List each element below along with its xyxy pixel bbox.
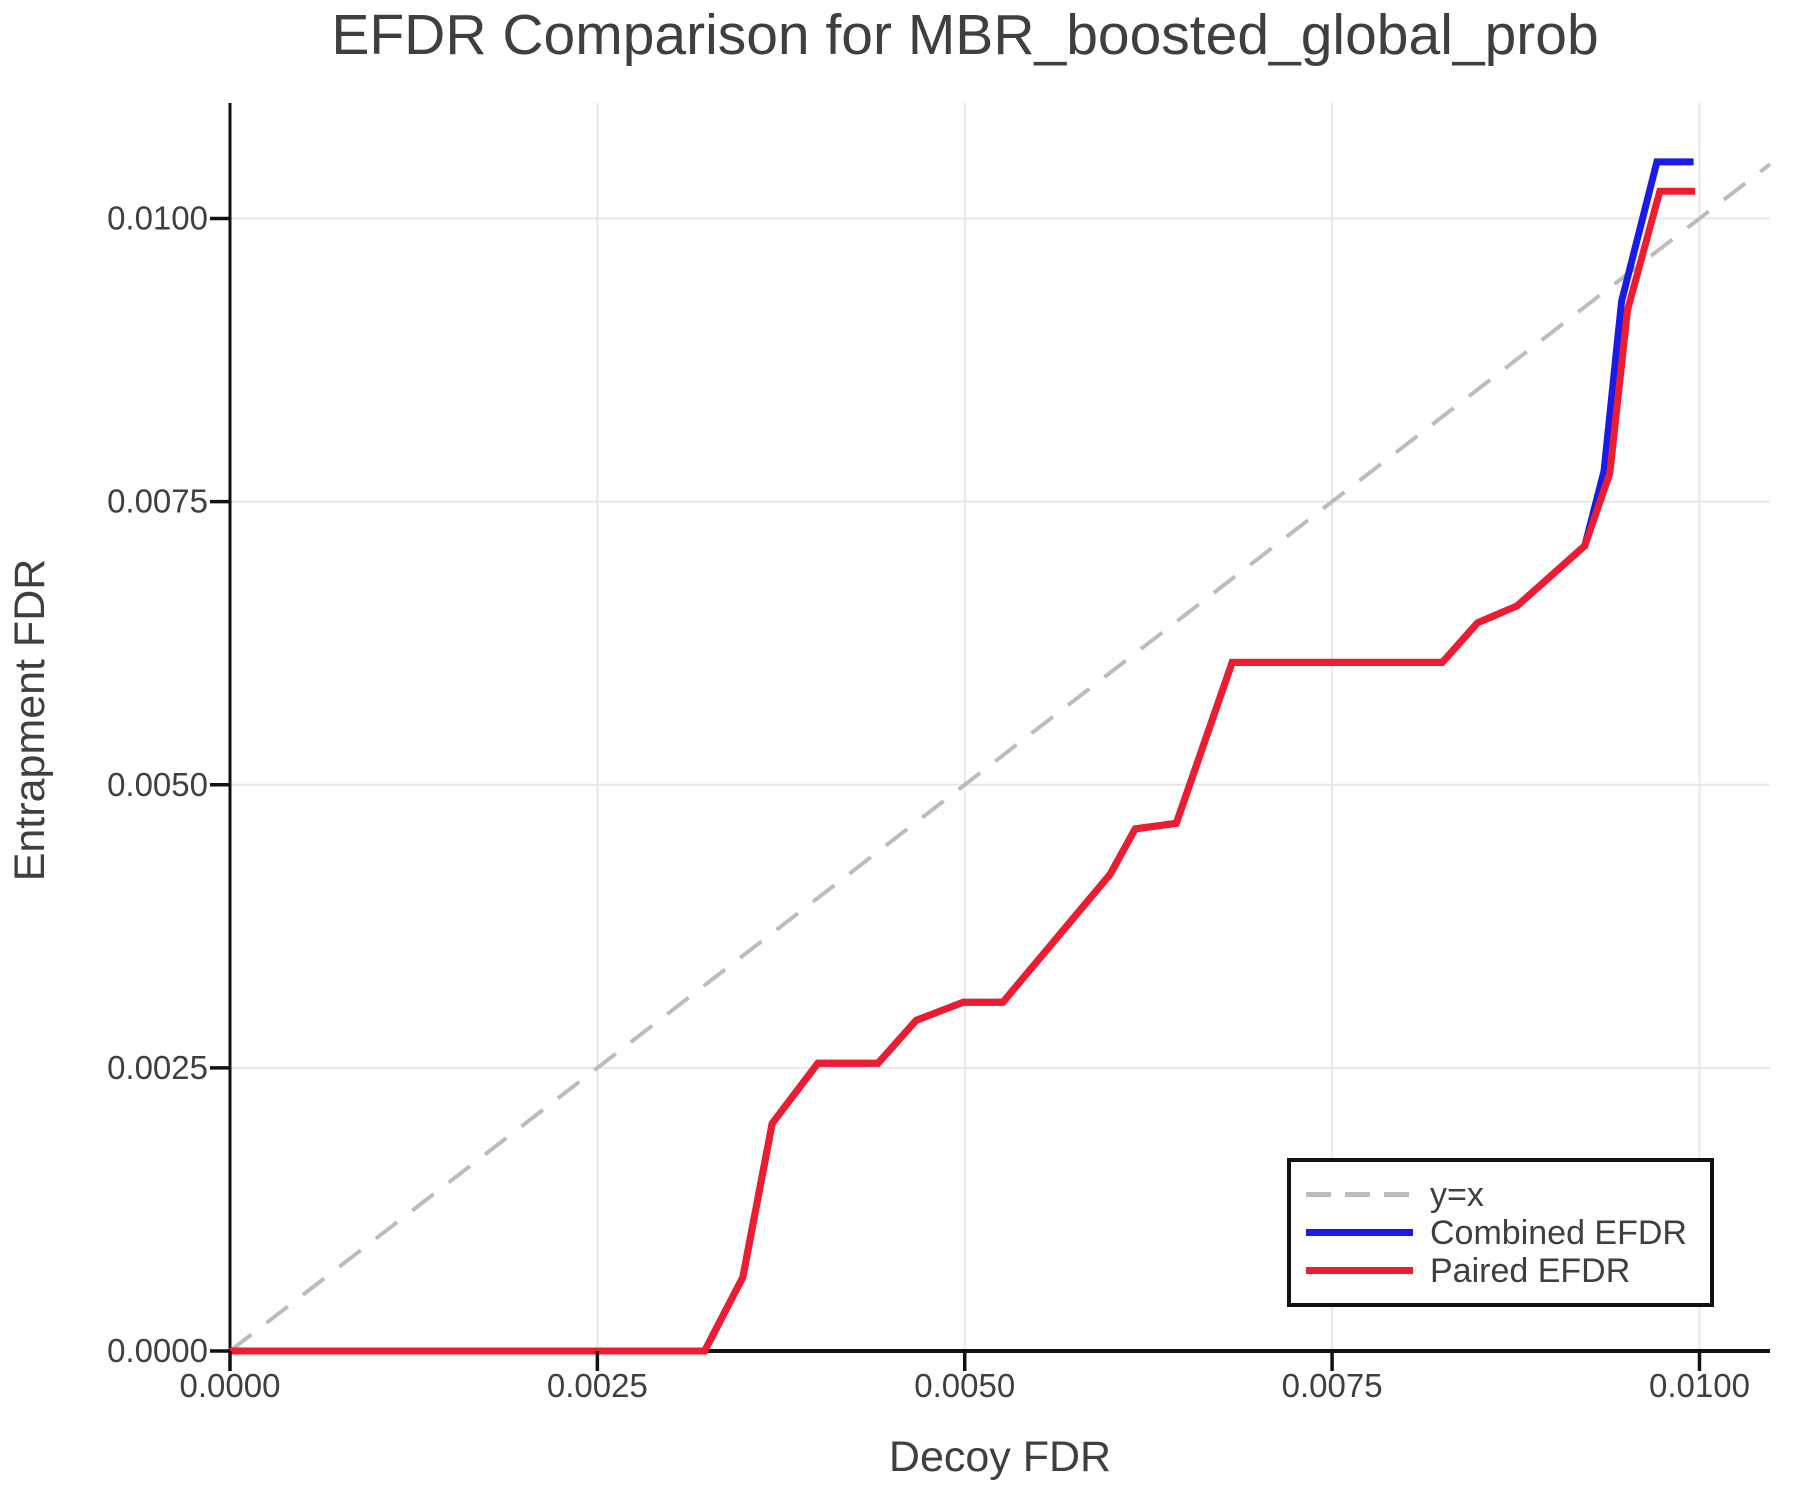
legend-label-paired-efdr: Paired EFDR	[1430, 1251, 1631, 1290]
x-tick-label: 0.0075	[1282, 1367, 1383, 1404]
legend-item-combined-efdr: Combined EFDR	[1306, 1214, 1710, 1252]
series-line-y-x	[228, 162, 1772, 1353]
chart-title: EFDR Comparison for MBR_boosted_global_p…	[331, 3, 1598, 67]
series-line-paired-efdr	[230, 187, 1696, 1355]
y-equals-x-line-sample	[1306, 1192, 1413, 1197]
x-axis-label: Decoy FDR	[889, 1433, 1111, 1481]
plot-series	[228, 158, 1772, 1355]
y-tick-label: 0.0075	[107, 483, 208, 520]
y-tick-label: 0.0000	[107, 1332, 208, 1369]
y-axis-label: Entrapment FDR	[6, 559, 54, 882]
x-tick-label: 0.0025	[547, 1367, 648, 1404]
legend-item-paired-efdr: Paired EFDR	[1306, 1252, 1710, 1290]
paired-efdr-line-sample	[1306, 1267, 1413, 1274]
x-tick-label: 0.0000	[180, 1367, 281, 1404]
axis-tick-marks	[210, 216, 1702, 1371]
y-tick-label: 0.0050	[107, 766, 208, 803]
y-tick-label: 0.0025	[107, 1049, 208, 1086]
axis-tick-labels: 0.0000 0.0025 0.0050 0.0075 0.0100 0.0000 0.00…	[107, 200, 1750, 1404]
x-tick-label: 0.0100	[1649, 1367, 1750, 1404]
legend-label-combined-efdr: Combined EFDR	[1430, 1213, 1687, 1252]
legend-item-y-equals-x: y=x	[1306, 1176, 1710, 1214]
x-tick-label: 0.0050	[914, 1367, 1015, 1404]
legend: y=x Combined EFDR Paired EFDR	[1287, 1158, 1714, 1307]
gridlines	[230, 103, 1770, 1351]
combined-efdr-line-sample	[1306, 1229, 1413, 1236]
legend-label-y-equals-x: y=x	[1430, 1175, 1484, 1214]
y-tick-label: 0.0100	[107, 200, 208, 237]
